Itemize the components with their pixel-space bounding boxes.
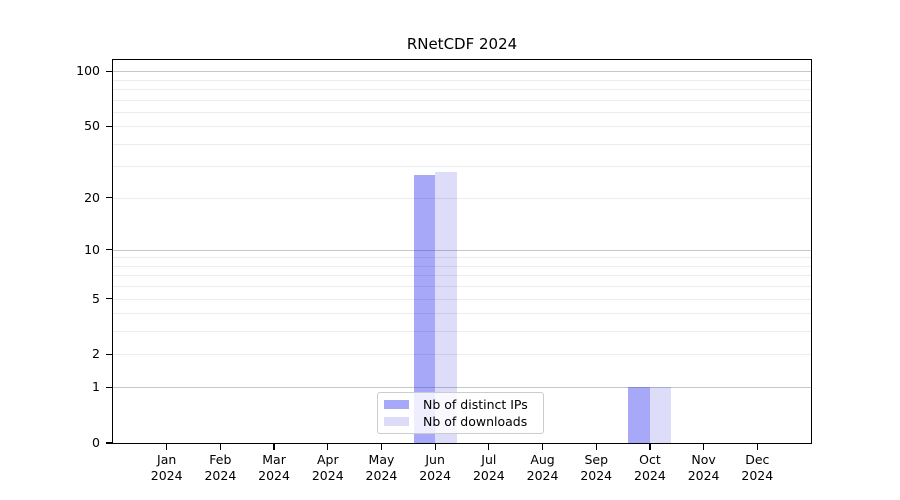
gridline-minor [113, 166, 811, 168]
x-tick-mark [219, 443, 222, 450]
x-tick-mark [488, 443, 490, 450]
gridline-minor [113, 111, 811, 113]
x-tick-label: Feb 2024 [204, 452, 237, 483]
chart-title: RNetCDF 2024 [406, 35, 518, 53]
y-tick-mark [106, 353, 113, 356]
x-tick-mark [756, 443, 758, 450]
gridline-minor [113, 275, 811, 277]
x-tick-label: Sep 2024 [580, 452, 613, 483]
x-tick-label: Oct 2024 [634, 452, 666, 483]
y-tick-mark [106, 386, 113, 388]
x-tick-mark [434, 443, 436, 450]
gridline-minor [113, 197, 811, 199]
plot-area: 0 1 2 5 10 20 50 100 Jan 2024 Feb 2024 Mar 2024 Apr 20… [76, 59, 812, 483]
x-tick-mark [595, 443, 597, 450]
x-tick-label: Jul 2024 [472, 452, 505, 483]
x-tick-label: Aug 2024 [526, 452, 559, 483]
x-tick-mark [702, 443, 705, 450]
legend-item-distinct-ips: Nb of distinct IPs [384, 396, 535, 413]
gridline-minor [113, 265, 811, 267]
x-tick-mark [327, 443, 329, 450]
x-tick-label: Mar 2024 [258, 452, 290, 483]
y-tick-label: 1 [92, 379, 100, 395]
gridline-minor [113, 298, 811, 300]
y-tick-label: 50 [84, 118, 100, 134]
legend-swatch-downloads [384, 417, 409, 426]
gridline-minor [113, 354, 811, 356]
gridline-minor [113, 126, 811, 128]
x-tick-label: May 2024 [365, 452, 398, 483]
y-tick-mark [106, 249, 113, 251]
x-tick-label: Jun 2024 [419, 452, 452, 483]
x-tick-mark [649, 443, 651, 450]
legend-label-distinct-ips: Nb of distinct IPs [423, 396, 528, 412]
gridline-minor [113, 286, 811, 288]
bar-downloads-jun-2024 [435, 171, 457, 443]
legend-item-downloads: Nb of downloads [384, 413, 535, 430]
y-tick-mark [106, 297, 113, 300]
y-tick-label: 2 [92, 346, 100, 362]
gridline-minor [113, 88, 811, 90]
legend-label-downloads: Nb of downloads [423, 413, 528, 429]
x-tick-label: Jan 2024 [150, 452, 183, 483]
gridline-minor [113, 257, 811, 259]
x-tick-mark [380, 443, 383, 450]
y-tick-mark [106, 70, 113, 72]
y-tick-mark [106, 197, 113, 199]
x-tick-mark [541, 443, 544, 450]
y-tick-label: 20 [84, 189, 100, 205]
bar-distinct-ips-jun-2024 [413, 174, 436, 443]
y-tick-label: 5 [92, 290, 100, 306]
gridline-major [113, 71, 811, 73]
y-tick-mark [106, 125, 113, 127]
x-tick-label: Nov 2024 [687, 452, 720, 483]
x-tick-label: Apr 2024 [311, 452, 344, 483]
x-tick-mark [166, 443, 168, 450]
y-tick-label: 0 [92, 435, 100, 450]
legend-swatch-distinct-ips [384, 400, 409, 409]
y-tick-label: 10 [84, 241, 100, 257]
legend: Nb of distinct IPs Nb of downloads [377, 392, 544, 434]
gridline-minor [113, 99, 811, 101]
gridline-minor [113, 143, 811, 145]
bar-distinct-ips-oct-2024 [628, 387, 650, 443]
gridline-minor [113, 331, 811, 333]
gridline-major [113, 249, 811, 251]
bar-downloads-oct-2024 [649, 387, 672, 443]
y-tick-label: 100 [76, 63, 100, 79]
gridline-minor [113, 313, 811, 315]
gridline-minor [113, 79, 811, 81]
y-tick-mark [106, 442, 113, 444]
gridline-major [113, 387, 811, 389]
x-tick-label: Dec 2024 [741, 452, 774, 483]
x-tick-mark [273, 443, 275, 450]
